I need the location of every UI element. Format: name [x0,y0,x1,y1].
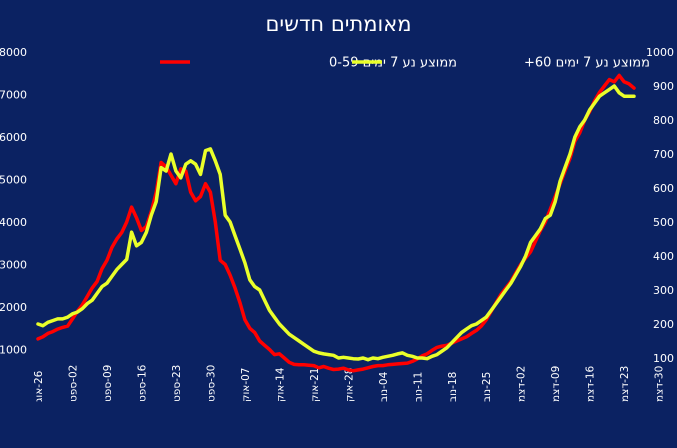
x-tick-label: 26-אוג [33,370,45,402]
x-tick-label: 02-דצמ [516,366,528,402]
y-left-tick-label: 2000 [0,301,27,314]
y-right-tick-label: 500 [653,216,674,229]
x-tick-label: 04-נוב [378,371,390,402]
x-tick-label: 07-אוק [240,368,252,403]
y-left-tick-label: 5000 [0,174,27,187]
y-left-tick-label: 3000 [0,259,27,272]
y-left-tick-label: 4000 [0,216,27,229]
x-tick-label: 28-אוק [343,368,355,403]
x-axis: 26-אוג 02-ספט 09-ספט 16-ספט 23-ספט 30-ספט 07-א… [33,364,666,403]
y-right-tick-label: 800 [653,114,674,127]
x-tick-label: 23-דצמ [619,366,631,402]
y-right-tick-label: 900 [653,80,674,93]
series-line-60-plus [36,84,636,362]
x-tick-label: 25-נוב [481,372,493,402]
y-right-tick-label: 300 [653,284,674,297]
y-right-tick-label: 200 [653,318,674,331]
x-tick-label: 23-ספט [171,365,183,402]
x-tick-label: 30-ספט [205,365,217,402]
series-line-0-59 [36,73,636,373]
x-tick-label: 14-אוק [274,367,286,402]
legend: ממוצע נע 7 ימים 0-59 ממוצע נע 7 ימים 60+ [160,56,650,71]
y-axis-right: 100 200 300 400 500 600 700 800 900 1000 [646,46,674,365]
y-right-tick-label: 1000 [646,46,674,59]
y-left-tick-label: 1000 [0,344,27,357]
x-tick-label: 09-דצמ [550,366,562,402]
x-tick-label: 18-נוב [447,372,459,402]
x-tick-label: 30-דצמ [654,366,666,402]
x-tick-label: 16-דצמ [585,365,597,402]
plot-area [36,73,636,373]
x-tick-label: 11-נוב [412,372,424,402]
chart-title: מאומתים חדשים [265,12,411,36]
x-tick-label: 02-ספט [67,365,79,402]
legend-label-60-plus: ממוצע נע 7 ימים 60+ [524,56,650,71]
y-right-tick-label: 700 [653,148,674,161]
legend-label-0-59: ממוצע נע 7 ימים 0-59 [329,56,457,71]
y-left-tick-label: 6000 [0,131,27,144]
y-left-tick-label: 7000 [0,89,27,102]
y-right-tick-label: 600 [653,182,674,195]
y-axis-left: 1000 2000 3000 4000 5000 6000 7000 8000 [0,46,27,357]
y-left-tick-label: 8000 [0,46,27,59]
x-tick-label: 09-ספט [102,365,114,402]
x-tick-label: 16-ספט [136,364,148,402]
x-tick-label: 21-אוק [309,368,321,403]
y-right-tick-label: 400 [653,250,674,263]
y-right-tick-label: 100 [653,352,674,365]
